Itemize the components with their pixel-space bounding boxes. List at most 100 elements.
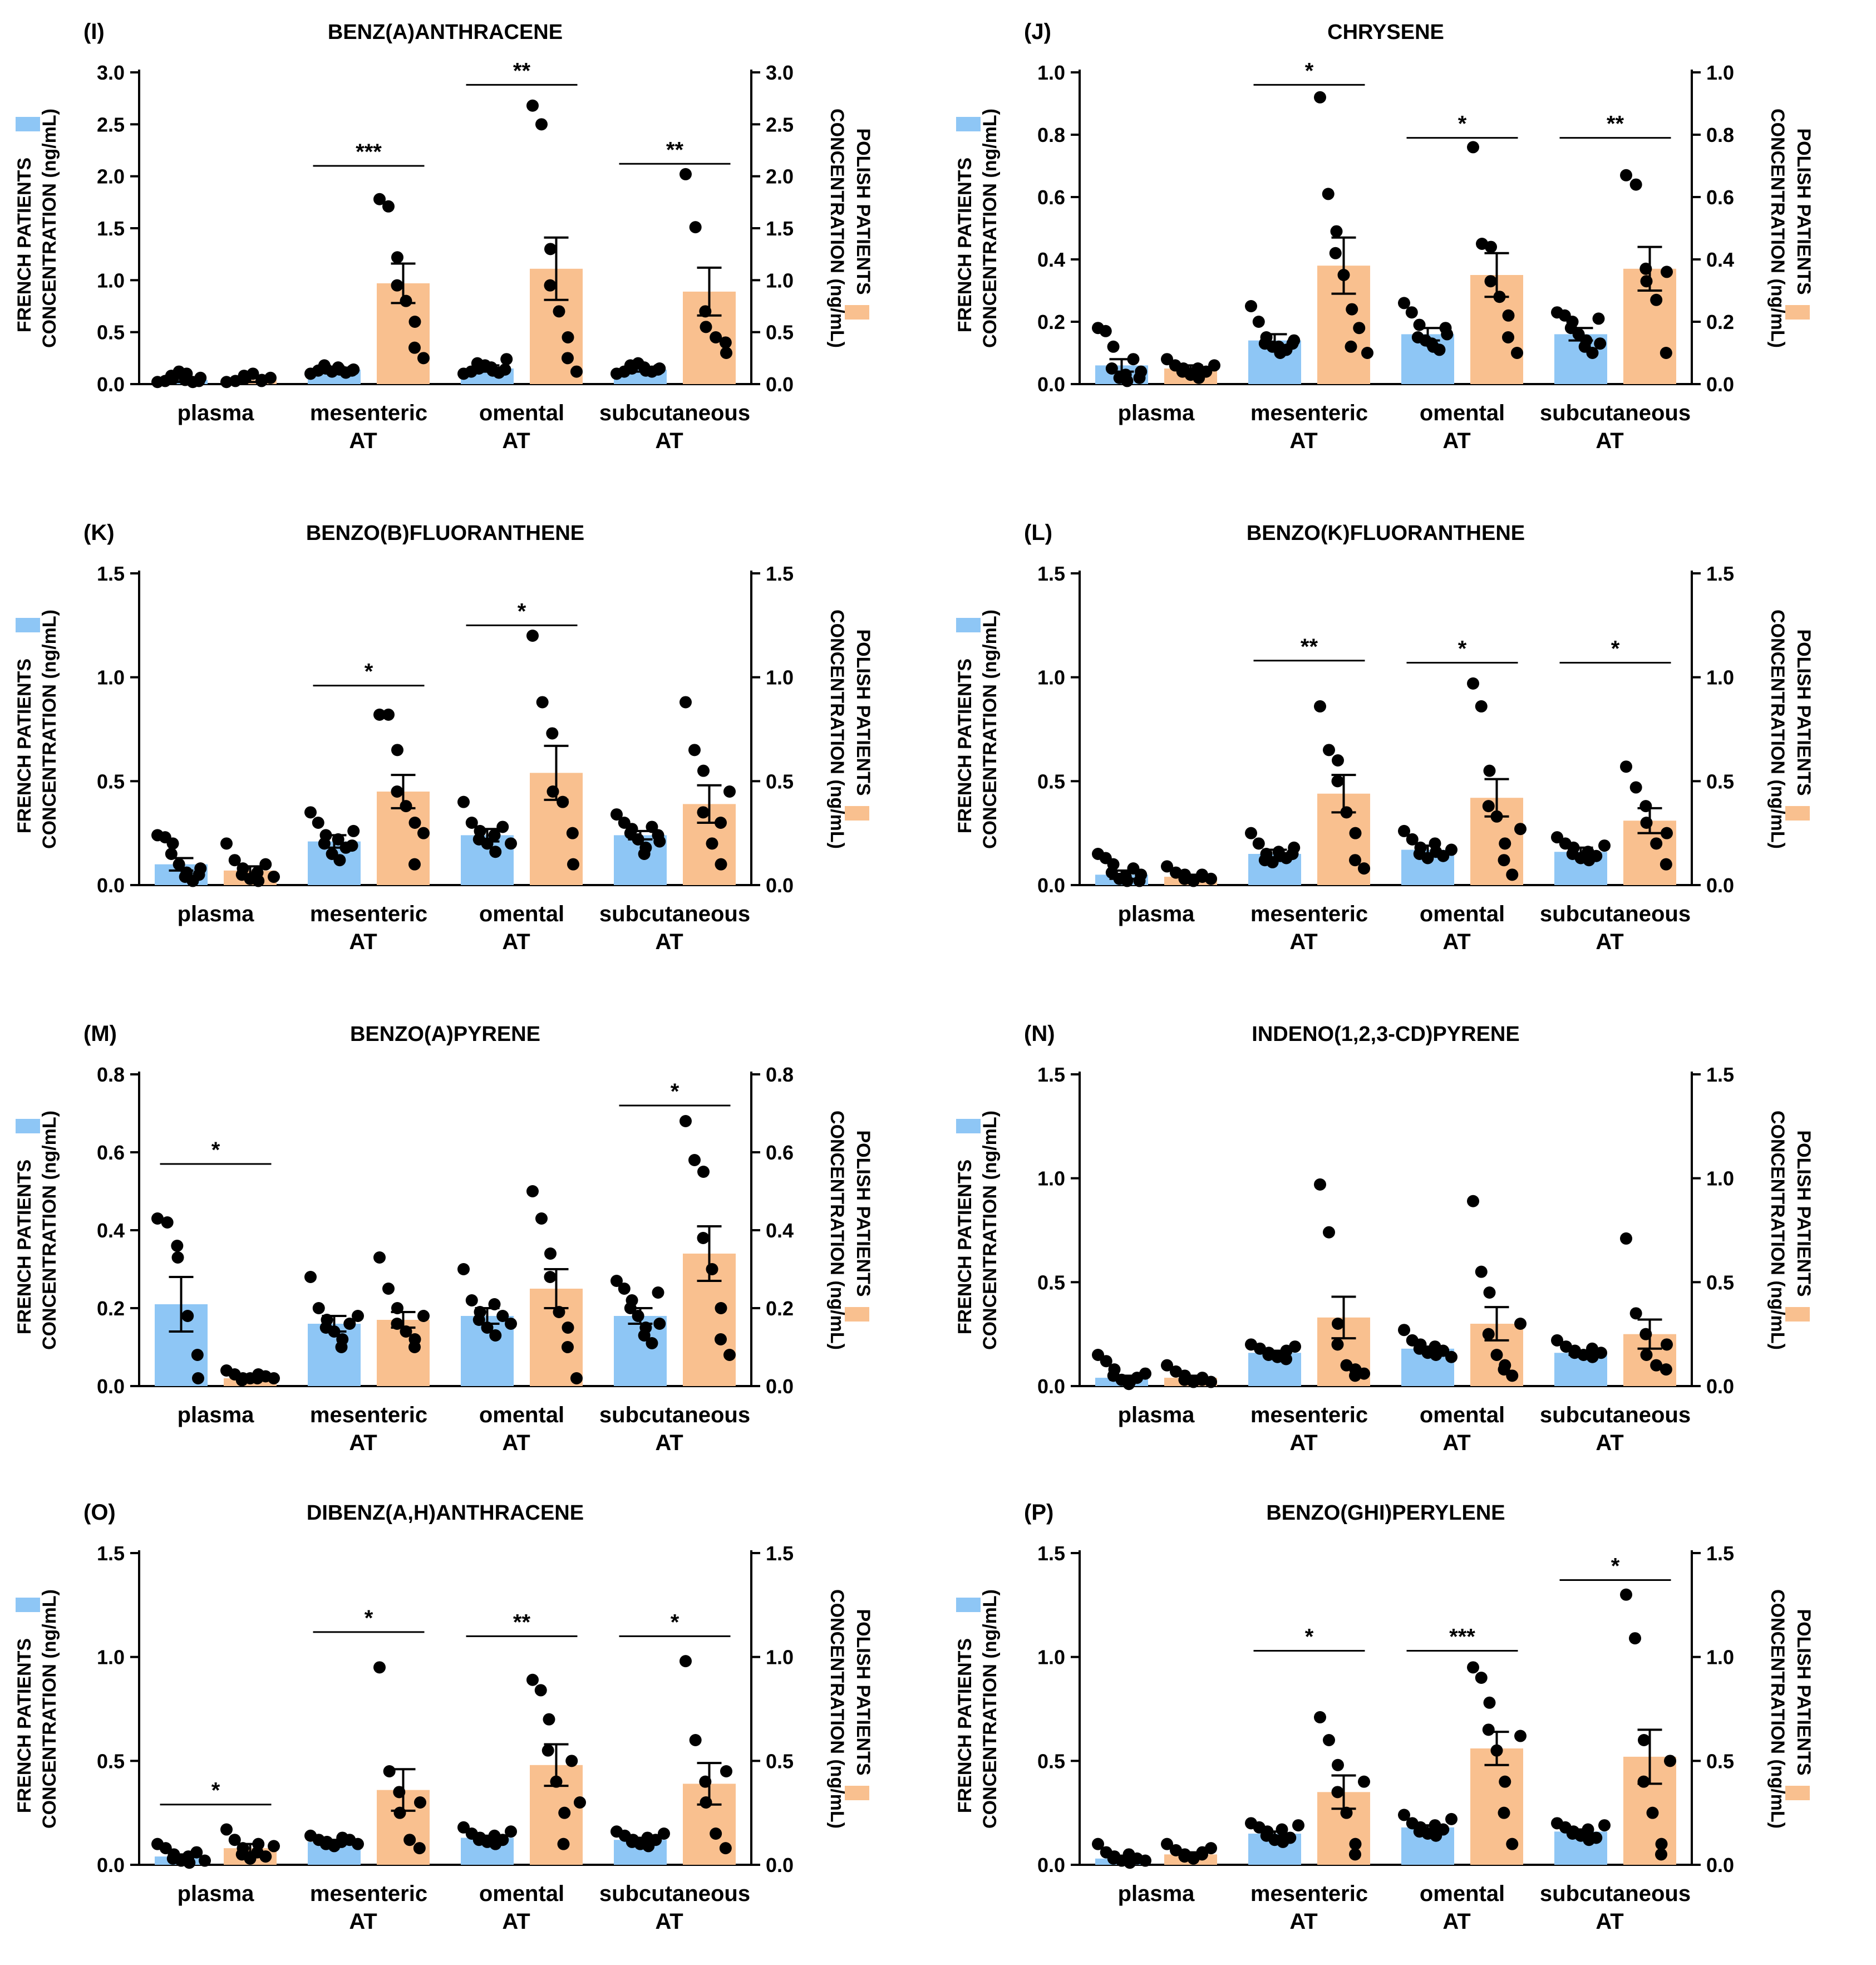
x-tick-label: mesenteric [310, 1403, 427, 1427]
data-point [720, 347, 732, 359]
y-tick-label-left: 0.0 [1037, 1375, 1065, 1398]
y-label-right-2: CONCENTRATION (ng/mL) [1767, 1111, 1788, 1350]
panel-letter: (I) [83, 19, 105, 44]
chart-panel-3: (L) BENZO(K)FLUORANTHENE 0.0 0.0 0.5 0.5 1.0 1.… [954, 520, 1814, 954]
data-point [1413, 318, 1426, 331]
data-point [1655, 1838, 1668, 1850]
data-point [526, 99, 539, 112]
data-point [1551, 1334, 1563, 1347]
x-tick-label: plasma [178, 1403, 255, 1427]
data-point [697, 1232, 710, 1244]
y-label-left-2: CONCENTRATION (ng/mL) [979, 109, 1001, 348]
y-tick-label-left: 0.0 [97, 1375, 125, 1398]
x-tick-label-line2: AT [655, 1431, 683, 1455]
data-point [697, 764, 710, 777]
data-point [408, 341, 421, 354]
data-point [706, 837, 718, 850]
y-label-left-1: FRENCH PATIENTS [954, 158, 976, 332]
x-tick-label: subcutaneous [1540, 902, 1691, 926]
data-point [535, 1212, 548, 1225]
data-point [1620, 1588, 1632, 1601]
data-point [570, 365, 583, 378]
data-point [393, 1806, 406, 1819]
legend-polish-swatch [845, 1786, 869, 1800]
data-point [1398, 1324, 1410, 1337]
data-point [1161, 1359, 1173, 1372]
x-tick-label: omental [1420, 1403, 1505, 1427]
data-point [574, 1796, 586, 1809]
y-tick-label-left: 0.2 [1037, 311, 1065, 333]
y-label-left-2: CONCENTRATION (ng/mL) [39, 109, 60, 348]
x-tick-label: mesenteric [1250, 902, 1368, 926]
data-point [391, 251, 403, 264]
data-point [1329, 247, 1342, 259]
x-tick-label: mesenteric [1250, 401, 1368, 425]
data-point [624, 1302, 637, 1314]
y-label-left-2: CONCENTRATION (ng/mL) [39, 1589, 60, 1829]
x-tick-label-line2: AT [502, 1431, 530, 1455]
y-label-right-2: CONCENTRATION (ng/mL) [826, 109, 848, 348]
y-tick-label-left: 0.6 [97, 1141, 125, 1164]
data-point [1467, 677, 1479, 690]
data-point [715, 1302, 727, 1314]
significance-label: * [1458, 637, 1467, 661]
data-point [652, 363, 664, 376]
data-point [400, 800, 412, 813]
data-point [570, 1372, 583, 1384]
data-point [536, 696, 549, 709]
data-point [383, 1765, 396, 1777]
data-point [1514, 1318, 1527, 1330]
legend-french-swatch [956, 618, 981, 632]
y-tick-label-right: 1.5 [766, 1542, 794, 1565]
data-point [220, 1823, 233, 1836]
data-point [1276, 1823, 1288, 1836]
x-tick-label: mesenteric [310, 1882, 427, 1906]
data-point [1331, 1338, 1344, 1351]
legend-french-swatch [956, 1598, 981, 1612]
y-tick-label-right: 1.0 [766, 269, 794, 292]
y-label-right-1: POLISH PATIENTS [1793, 128, 1814, 294]
x-tick-label-line2: AT [1596, 930, 1623, 954]
x-tick-label: plasma [1118, 401, 1195, 425]
legend-polish-swatch [845, 305, 869, 320]
data-point [1245, 300, 1257, 312]
panel-letter: (O) [83, 1500, 116, 1525]
data-point [199, 1854, 211, 1867]
y-label-left-1: FRENCH PATIENTS [14, 1638, 35, 1813]
data-point [488, 1298, 501, 1310]
y-label-right-1: POLISH PATIENTS [853, 629, 874, 795]
y-tick-label-left: 0.0 [1037, 373, 1065, 396]
data-point [181, 1310, 194, 1322]
data-point [541, 1744, 554, 1757]
y-tick-label-right: 1.0 [1706, 666, 1734, 689]
data-point [457, 795, 470, 808]
data-point [268, 1372, 280, 1384]
y-tick-label-right: 1.5 [1706, 1063, 1734, 1086]
data-point [1337, 269, 1350, 281]
data-point [1330, 225, 1343, 238]
x-tick-label-line2: AT [655, 429, 683, 453]
y-tick-label-left: 0.0 [1037, 1854, 1065, 1876]
data-point [373, 708, 386, 721]
data-point [417, 827, 430, 839]
data-point [166, 837, 179, 850]
data-point [699, 305, 712, 318]
x-tick-label: plasma [1118, 1403, 1195, 1427]
legend-french-swatch [16, 117, 40, 131]
legend-polish-swatch [845, 806, 869, 821]
data-point [526, 1673, 539, 1686]
legend-polish-swatch [1785, 1307, 1810, 1322]
panel-letter: (N) [1024, 1021, 1055, 1046]
y-tick-label-right: 0.0 [1706, 373, 1734, 396]
legend-polish-swatch [1785, 305, 1810, 320]
chart-panel-2: (K) BENZO(B)FLUORANTHENE 0.0 0.0 0.5 0.5 1.0 1.… [14, 520, 874, 954]
data-point [1664, 1755, 1676, 1767]
data-point [526, 630, 539, 642]
data-point [1590, 1831, 1603, 1844]
chart-panel-7: (P) BENZO(GHI)PERYLENE 0.0 0.0 0.5 0.5 1.0 1.0 1… [954, 1500, 1814, 1934]
y-tick-label-left: 1.5 [97, 562, 125, 585]
data-point [161, 1216, 174, 1229]
y-tick-label-right: 0.5 [1706, 1271, 1734, 1294]
data-point [1331, 775, 1344, 788]
data-point [1490, 810, 1503, 823]
